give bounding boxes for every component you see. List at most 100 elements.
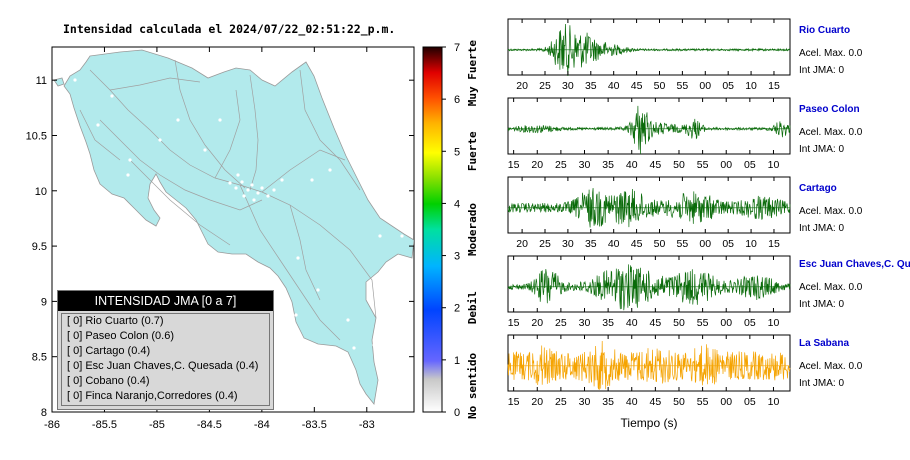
seismogram-tick-label: 15 [508, 317, 520, 329]
colorbar-tick-label: 0 [454, 407, 460, 419]
station-int: Int JMA: 0 [799, 223, 845, 234]
station-acel: Acel. Max. 0.0 [799, 282, 863, 293]
seismogram-tick-label: 25 [539, 238, 551, 250]
seismogram-tick-label: 20 [516, 238, 528, 250]
map-axes: -86 -85.5 -85 -84.5 -84 -83.5 -83 11 10.5 10 9.5 9 8… [26, 47, 414, 431]
station-name-rio-cuarto: Rio Cuarto [799, 25, 851, 36]
colorbar-category-label: Fuerte [466, 131, 479, 171]
seismogram-tick-label: 55 [677, 80, 689, 92]
colorbar-tick-label: 3 [454, 251, 460, 263]
seismogram-tick-label: 45 [650, 396, 662, 408]
seismogram-tick-label: 15 [768, 80, 780, 92]
station-int: Int JMA: 0 [799, 65, 845, 76]
station-dots [73, 78, 404, 350]
seismogram-tick-label: 10 [768, 317, 780, 329]
seismogram-tick-label: 50 [673, 317, 685, 329]
seismogram-panel: 15 20 25 30 35 40 45 50 55 00 05 10 [507, 255, 791, 329]
seismogram-panels: 20 25 30 35 40 45 50 55 00 05 10 15 15 20 25 30 35 40 45 50… [507, 18, 791, 430]
seismogram-tick-label: 35 [602, 317, 614, 329]
seismogram-tick-label: 40 [626, 396, 638, 408]
seismogram-tick-label: 20 [531, 317, 543, 329]
map-x-tick-label: -83.5 [302, 419, 327, 431]
map-title: Intensidad calculada el 2024/07/22_02:51… [63, 22, 396, 36]
seismogram-tick-label: 25 [555, 317, 567, 329]
costa-rica-map [53, 49, 414, 405]
seismogram-tick-label: 05 [744, 159, 756, 171]
map-y-tick-label: 8.5 [32, 352, 47, 364]
colorbar-axis: 0 1 2 3 4 5 6 7 No sentido Debil Moderado Fuerte Muy… [442, 40, 479, 419]
seismogram-tick-label: 50 [654, 80, 666, 92]
seismogram-tick-label: 25 [555, 159, 567, 171]
seismogram-tick-label: 35 [602, 396, 614, 408]
seismogram-tick-label: 00 [699, 80, 711, 92]
seismogram-tick-label: 05 [722, 80, 734, 92]
seismogram-trace [507, 23, 791, 77]
seismogram-trace [507, 264, 791, 311]
station-acel: Acel. Max. 0.0 [799, 361, 863, 372]
seismogram-tick-label: 00 [720, 396, 732, 408]
station-acel: Acel. Max. 0.0 [799, 127, 863, 138]
seismogram-tick-label: 50 [673, 396, 685, 408]
seismogram-tick-label: 05 [744, 396, 756, 408]
seismogram-tick-label: 30 [579, 159, 591, 171]
colorbar-tick-label: 6 [454, 94, 460, 106]
colorbar-tick-label: 2 [454, 303, 460, 315]
seismogram-tick-label: 10 [745, 80, 757, 92]
station-acel: Acel. Max. 0.0 [799, 206, 863, 217]
map-x-tick-label: -85 [149, 419, 165, 431]
map-y-tick-label: 9 [41, 296, 47, 308]
station-name-juan-chaves: Esc Juan Chaves,C. Qu [799, 259, 910, 270]
seismogram-tick-label: 30 [562, 80, 574, 92]
seismogram-tick-label: 40 [626, 159, 638, 171]
seismogram-tick-label: 20 [531, 396, 543, 408]
map-x-tick-label: -84.5 [197, 419, 222, 431]
seismogram-tick-label: 50 [673, 159, 685, 171]
legend-row: [ 0] Finca Naranjo,Corredores (0.4) [67, 390, 238, 402]
station-int: Int JMA: 0 [799, 144, 845, 155]
seismogram-tick-label: 15 [768, 238, 780, 250]
seismogram-tick-label: 15 [508, 159, 520, 171]
seismogram-trace [507, 188, 791, 228]
colorbar [422, 46, 443, 413]
seismogram-tick-label: 15 [508, 396, 520, 408]
legend-row: [ 0] Rio Cuarto (0.7) [67, 315, 164, 327]
seismogram-tick-label: 35 [585, 80, 597, 92]
map-y-tick-label: 11 [36, 75, 47, 87]
station-name-cartago: Cartago [799, 183, 837, 194]
legend-list: [ 0] Rio Cuarto (0.7) [ 0] Paseo Colon (… [61, 313, 270, 406]
colorbar-category-label: No sentido [466, 352, 479, 419]
colorbar-tick-label: 7 [454, 42, 460, 54]
seismogram-trace [507, 105, 791, 155]
seismogram-tick-label: 55 [697, 317, 709, 329]
legend-row: [ 0] Esc Juan Chaves,C. Quesada (0.4) [67, 360, 259, 372]
colorbar-category-label: Moderado [466, 203, 479, 256]
seismogram-tick-label: 40 [626, 317, 638, 329]
seismogram-tick-label: 50 [654, 238, 666, 250]
seismogram-tick-label: 00 [699, 238, 711, 250]
seismogram-tick-label: 45 [631, 238, 643, 250]
station-int: Int JMA: 0 [799, 378, 845, 389]
seismogram-tick-label: 30 [579, 396, 591, 408]
seismogram-tick-label: 10 [768, 159, 780, 171]
seismogram-tick-label: 30 [579, 317, 591, 329]
station-int: Int JMA: 0 [799, 299, 845, 310]
map-x-tick-label: -83 [359, 419, 375, 431]
seismogram-panel: 20 25 30 35 40 45 50 55 00 05 10 15 [507, 18, 791, 92]
seismogram-panel: 15 20 25 30 35 40 45 50 55 00 05 10 [507, 97, 791, 171]
seismogram-tick-label: 45 [631, 80, 643, 92]
seismogram-tick-label: 55 [697, 396, 709, 408]
seismogram-tick-label: 20 [531, 159, 543, 171]
legend-title: INTENSIDAD JMA [0 a 7] [58, 291, 273, 311]
map-y-tick-label: 9.5 [32, 241, 47, 253]
seismogram-tick-label: 55 [697, 159, 709, 171]
map-y-tick-label: 8 [41, 407, 47, 419]
seismogram-tick-label: 30 [562, 238, 574, 250]
legend-row: [ 0] Cartago (0.4) [67, 345, 151, 357]
colorbar-tick-label: 5 [454, 146, 460, 158]
seismogram-tick-label: 05 [722, 238, 734, 250]
map-y-tick-label: 10.5 [26, 130, 47, 142]
seismogram-tick-label: 00 [720, 159, 732, 171]
seismogram-trace [507, 340, 791, 390]
map-x-tick-label: -85.5 [92, 419, 117, 431]
